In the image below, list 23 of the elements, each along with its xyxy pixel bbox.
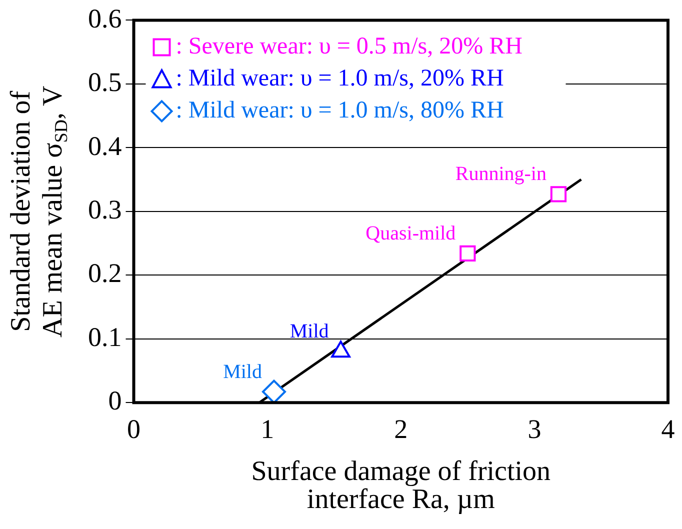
x-tick-label: 1 [260,414,274,444]
annotation: Mild [223,360,262,383]
legend-label: : Mild wear: υ = 1.0 m/s, 80% RH [176,97,504,124]
point [550,186,567,202]
y-tick-label: 0.1 [88,322,122,352]
annotation: Running-in [455,163,546,186]
y-tick-label: 0.6 [88,3,122,34]
y-tick-label: 0.3 [88,194,122,224]
annotation: Mild [290,320,329,343]
x-axis-title: Surface damage of friction interface Ra, µm [251,456,551,515]
x-tick-label: 0 [127,414,140,444]
y-tick-label: 0.5 [88,67,122,98]
x-tick-label: 2 [394,414,408,444]
y-tick-label: 0.4 [88,130,122,161]
annotation: Quasi-mild [366,222,456,244]
legend-label: : Severe wear: υ = 0.5 m/s, 20% RH [176,33,522,60]
y-tick-label: 0.2 [88,258,122,288]
point [460,245,476,262]
point [262,380,286,403]
x-tick-label: 4 [661,414,676,444]
x-tick-label: 3 [528,414,542,444]
legend-label: : Mild wear: υ = 1.0 m/s, 20% RH [176,65,504,92]
y-tick-label: 0 [108,386,122,416]
